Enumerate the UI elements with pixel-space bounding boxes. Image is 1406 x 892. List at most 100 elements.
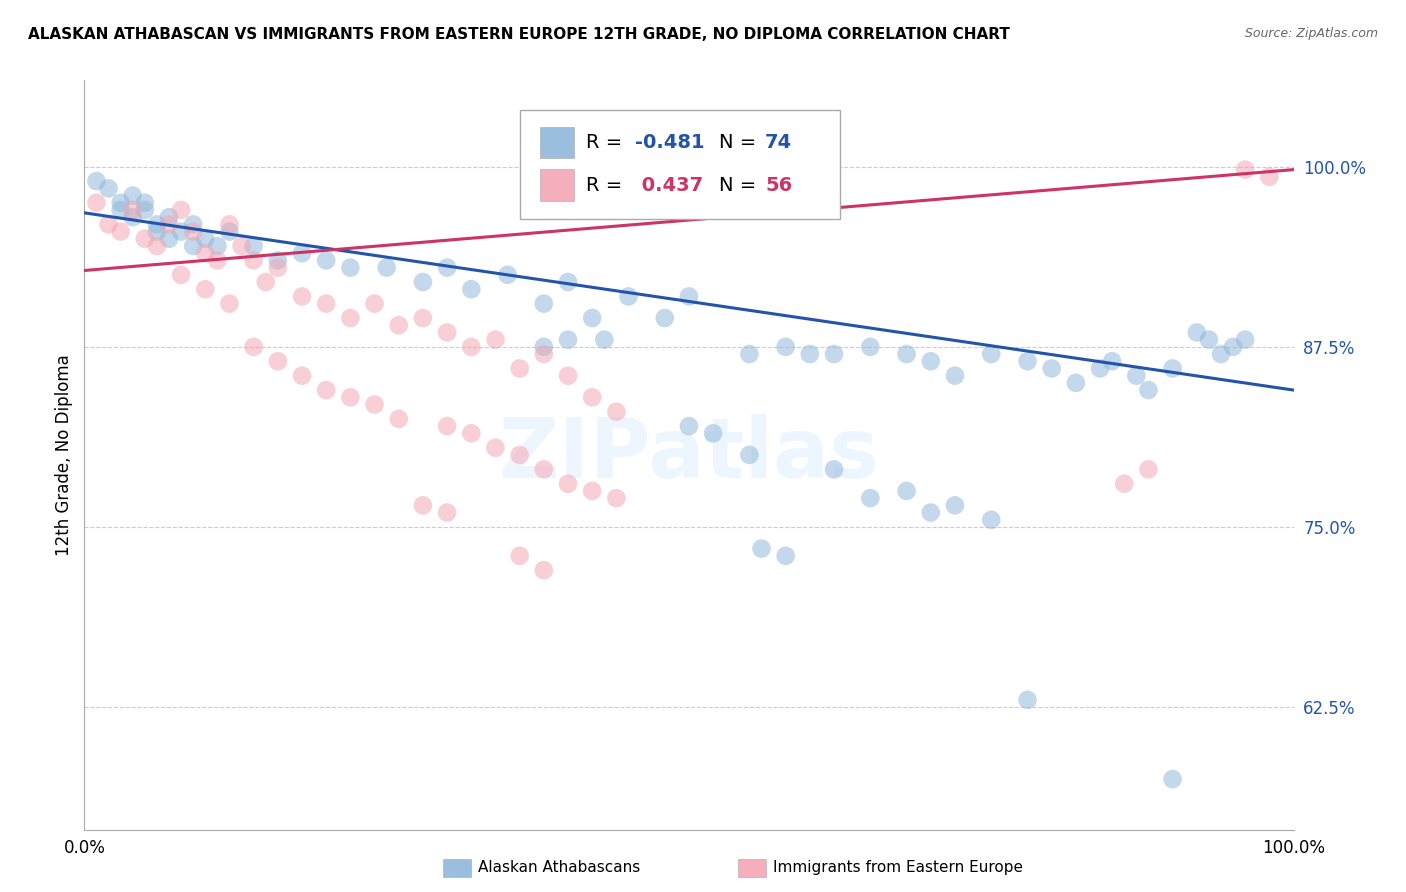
- Point: [605, 491, 627, 505]
- Point: [267, 354, 290, 368]
- Bar: [540, 169, 574, 201]
- Point: [484, 333, 506, 347]
- Point: [557, 476, 579, 491]
- Point: [388, 412, 411, 426]
- Point: [1161, 772, 1184, 786]
- Point: [823, 462, 845, 476]
- Point: [980, 513, 1002, 527]
- Point: [581, 311, 603, 326]
- Point: [1234, 162, 1257, 177]
- Point: [533, 462, 555, 476]
- Point: [97, 181, 120, 195]
- Text: 56: 56: [765, 176, 793, 194]
- Point: [896, 483, 918, 498]
- Point: [533, 563, 555, 577]
- Point: [496, 268, 519, 282]
- Point: [436, 260, 458, 275]
- Point: [170, 225, 193, 239]
- Point: [509, 361, 531, 376]
- Point: [1161, 361, 1184, 376]
- Point: [146, 218, 169, 232]
- Point: [218, 296, 240, 310]
- Point: [412, 275, 434, 289]
- Point: [339, 311, 361, 326]
- Point: [557, 333, 579, 347]
- Point: [1088, 361, 1111, 376]
- Point: [1137, 462, 1160, 476]
- Point: [859, 491, 882, 505]
- Text: Immigrants from Eastern Europe: Immigrants from Eastern Europe: [773, 861, 1024, 875]
- Point: [291, 368, 314, 383]
- Point: [146, 239, 169, 253]
- Point: [291, 289, 314, 303]
- Point: [751, 541, 773, 556]
- Point: [943, 368, 966, 383]
- Point: [484, 441, 506, 455]
- Point: [799, 347, 821, 361]
- Point: [943, 499, 966, 513]
- Point: [1125, 368, 1147, 383]
- Point: [859, 340, 882, 354]
- FancyBboxPatch shape: [520, 111, 841, 219]
- Point: [533, 347, 555, 361]
- Point: [218, 218, 240, 232]
- Point: [436, 326, 458, 340]
- Point: [134, 202, 156, 217]
- Text: Alaskan Athabascans: Alaskan Athabascans: [478, 861, 640, 875]
- Point: [363, 296, 385, 310]
- Point: [1101, 354, 1123, 368]
- Point: [823, 347, 845, 361]
- Point: [267, 260, 290, 275]
- Point: [315, 296, 337, 310]
- Point: [533, 296, 555, 310]
- Point: [134, 232, 156, 246]
- Point: [557, 368, 579, 383]
- Text: N =: N =: [720, 176, 762, 194]
- Point: [157, 232, 180, 246]
- Point: [291, 246, 314, 260]
- Point: [207, 253, 229, 268]
- Point: [509, 549, 531, 563]
- Point: [1017, 354, 1039, 368]
- Text: N =: N =: [720, 133, 762, 152]
- Point: [207, 239, 229, 253]
- Point: [157, 218, 180, 232]
- Point: [436, 419, 458, 434]
- Text: 0.437: 0.437: [634, 176, 703, 194]
- Point: [218, 225, 240, 239]
- Point: [436, 506, 458, 520]
- Point: [920, 506, 942, 520]
- Point: [1234, 333, 1257, 347]
- Point: [980, 347, 1002, 361]
- Point: [339, 390, 361, 404]
- Point: [363, 397, 385, 411]
- Point: [920, 354, 942, 368]
- Point: [181, 239, 204, 253]
- Point: [702, 426, 724, 441]
- Point: [412, 499, 434, 513]
- Point: [1040, 361, 1063, 376]
- Point: [605, 405, 627, 419]
- Point: [1064, 376, 1087, 390]
- Point: [121, 188, 143, 202]
- Point: [557, 275, 579, 289]
- Point: [339, 260, 361, 275]
- Point: [509, 448, 531, 462]
- Point: [194, 282, 217, 296]
- Point: [242, 253, 264, 268]
- Point: [231, 239, 253, 253]
- Y-axis label: 12th Grade, No Diploma: 12th Grade, No Diploma: [55, 354, 73, 556]
- Point: [775, 549, 797, 563]
- Point: [146, 225, 169, 239]
- Point: [267, 253, 290, 268]
- Point: [97, 218, 120, 232]
- Point: [1137, 383, 1160, 397]
- Point: [181, 218, 204, 232]
- Text: 74: 74: [765, 133, 792, 152]
- Point: [242, 340, 264, 354]
- Point: [86, 195, 108, 210]
- Point: [533, 340, 555, 354]
- Text: ZIPatlas: ZIPatlas: [499, 415, 879, 495]
- Point: [1185, 326, 1208, 340]
- Point: [775, 340, 797, 354]
